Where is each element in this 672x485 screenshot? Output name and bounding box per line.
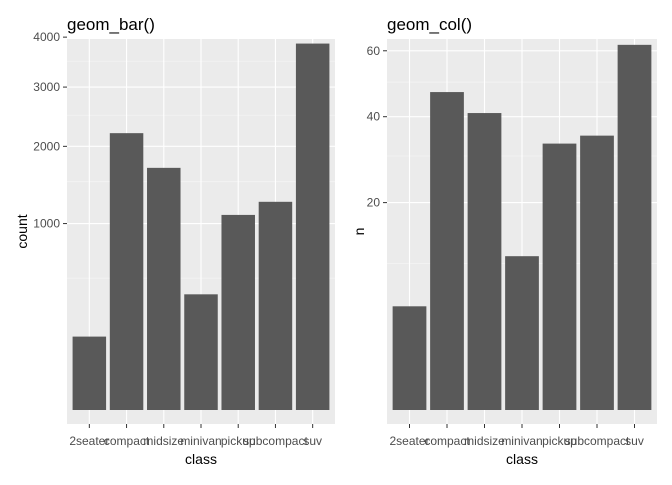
y-axis-label: count <box>14 214 30 248</box>
x-tick-label: compact <box>424 434 470 448</box>
bar-midsize <box>147 167 181 410</box>
x-tick-label: subcompact <box>243 434 308 448</box>
chart-title: geom_col() <box>387 15 472 34</box>
y-axis-label: n <box>351 228 367 236</box>
bar-subcompact <box>580 135 614 411</box>
x-tick-label: minivan <box>501 434 542 448</box>
x-axis-label: class <box>185 451 217 467</box>
bar-pickup <box>221 214 255 410</box>
chart-panel-1: 1000 2000 3000 4000 2seatercompactmidsizemin… <box>14 15 335 467</box>
x-tick-label: minivan <box>180 434 221 448</box>
y-tick-label: 2000 <box>33 139 60 153</box>
bar-2seater <box>392 306 427 410</box>
bar-compact <box>430 92 464 410</box>
y-tick-label: 3000 <box>33 80 60 94</box>
bar-suv <box>617 44 652 410</box>
bar-midsize <box>467 113 502 410</box>
bar-minivan <box>505 256 539 410</box>
bar-2seater <box>72 336 107 410</box>
y-tick-label: 20 <box>367 196 381 210</box>
x-tick-label: pickup <box>542 434 577 448</box>
bar-pickup <box>542 143 577 411</box>
bar-compact <box>109 133 144 410</box>
x-tick-label: subcompact <box>565 434 630 448</box>
x-axis-label: class <box>506 451 538 467</box>
y-tick-label: 40 <box>367 110 381 124</box>
x-tick-label: midsize <box>143 434 184 448</box>
y-tick-label: 60 <box>367 44 381 58</box>
y-tick-label: 1000 <box>33 217 60 231</box>
x-tick-label: suv <box>303 434 322 448</box>
bar-minivan <box>184 294 218 410</box>
x-tick-label: 2seater <box>389 434 429 448</box>
x-tick-label: midsize <box>464 434 505 448</box>
chart-title: geom_bar() <box>67 15 155 34</box>
x-tick-label: pickup <box>221 434 256 448</box>
x-tick-label: suv <box>625 434 644 448</box>
bar-subcompact <box>258 201 293 410</box>
x-tick-label: compact <box>104 434 150 448</box>
x-tick-label: 2seater <box>69 434 109 448</box>
y-tick-label: 4000 <box>33 30 60 44</box>
bar-suv <box>295 43 330 410</box>
